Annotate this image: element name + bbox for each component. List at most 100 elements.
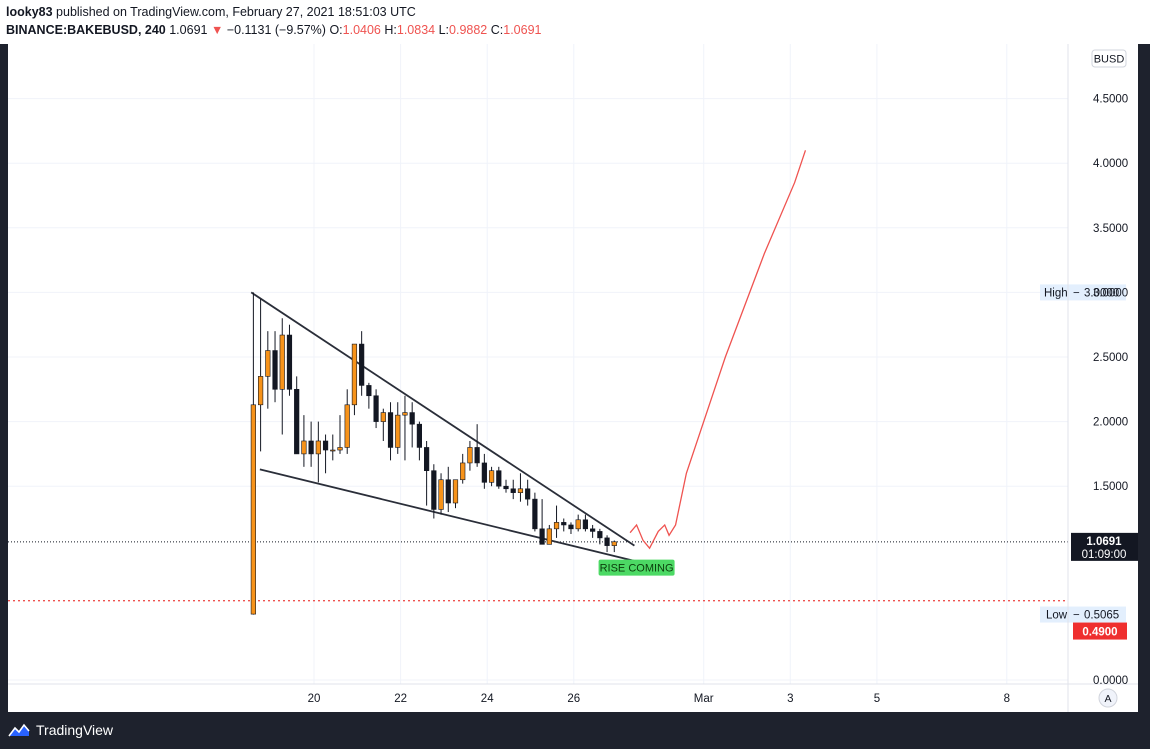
high-tag	[1040, 284, 1126, 301]
candle-body	[424, 447, 430, 471]
candle-body	[286, 334, 293, 390]
candle-body	[380, 412, 386, 422]
candle-body	[561, 522, 567, 526]
y-tick-label: 1.5000	[1093, 481, 1128, 493]
y-tick-label: 4.0000	[1093, 158, 1128, 170]
currency-badge	[1091, 49, 1127, 68]
candle-body	[373, 395, 379, 422]
x-tick-label: 22	[394, 693, 407, 705]
current-price-tag	[1071, 532, 1138, 561]
candle-body	[416, 423, 422, 448]
candle-body	[590, 528, 596, 532]
candle-body	[272, 350, 278, 390]
candle-body	[532, 498, 538, 530]
author-name[interactable]: looky83	[6, 5, 53, 19]
high-value: 1.0834	[396, 23, 436, 37]
candle-body	[409, 412, 415, 425]
annotation-label: RISE COMING	[600, 563, 674, 575]
tradingview-icon	[8, 723, 30, 737]
candle-body	[250, 404, 256, 615]
current-price-value: 1.0691	[1086, 536, 1122, 548]
candle-body	[517, 488, 524, 493]
high-label: H:	[384, 23, 397, 37]
candle-body	[445, 479, 451, 504]
low-value: 0.9882	[449, 23, 488, 37]
close-value: 1.0691	[503, 23, 542, 37]
tradingview-brand: TradingView	[36, 722, 114, 738]
low-value: 0.5065	[1084, 610, 1119, 622]
candle-body	[568, 524, 574, 530]
countdown-value: 01:09:00	[1082, 549, 1127, 561]
x-tick-label: 3	[787, 693, 793, 705]
chart-area[interactable]: 1.0691 01:09:00 High 3.0000− Low −0.5065 0.490…	[8, 44, 1138, 712]
low-dash: −	[1073, 610, 1080, 622]
y-tick-label: 0.0000	[1093, 675, 1128, 687]
candle-body	[402, 412, 408, 416]
candle-body	[488, 470, 495, 483]
candle-body	[387, 412, 394, 448]
down-arrow-icon: ▼	[210, 23, 224, 37]
red-level-tag	[1073, 622, 1127, 640]
upper-trendline	[250, 291, 635, 547]
price-change: −0.1131 (−9.57%)	[226, 23, 326, 37]
candle-body	[597, 531, 603, 539]
candle-body	[315, 440, 321, 455]
x-tick-label: 26	[567, 693, 580, 705]
x-tick-label: 24	[481, 693, 494, 705]
high-value: 3.0000	[1084, 287, 1119, 299]
last-price: 1.0691	[169, 23, 208, 37]
y-tick-label: 3.0000	[1093, 287, 1128, 299]
x-tick-label: 8	[1004, 693, 1010, 705]
high-label: High	[1044, 287, 1068, 299]
y-tick-label: 2.0000	[1093, 417, 1128, 429]
open-label: O:	[329, 23, 343, 37]
candle-body	[265, 350, 271, 377]
projection-line	[629, 150, 807, 550]
red-level-value: 0.4900	[1082, 627, 1117, 639]
annotation-box	[598, 559, 675, 576]
candle-body	[438, 479, 444, 510]
publish-line: looky83 published on TradingView.com, Fe…	[6, 5, 416, 19]
candle-body	[337, 447, 343, 451]
candle-body	[294, 388, 300, 455]
high-dash: −	[1073, 287, 1080, 299]
candle-body	[546, 528, 552, 545]
published-text: published on TradingView.com, February 2…	[56, 5, 416, 19]
candle-body	[474, 447, 480, 464]
x-tick-label: 5	[874, 693, 880, 705]
candle-body	[257, 376, 264, 406]
candle-body	[308, 440, 314, 455]
auto-scale-button	[1098, 688, 1118, 708]
candle-body	[496, 470, 502, 487]
candle-body	[359, 343, 365, 386]
candle-body	[322, 440, 329, 451]
candle-body	[611, 541, 617, 546]
candle-body	[525, 488, 531, 500]
candle-body	[582, 519, 589, 530]
candle-body	[481, 462, 487, 483]
candle-body	[460, 462, 466, 481]
candle-body	[553, 522, 560, 530]
currency-label: BUSD	[1094, 54, 1125, 66]
candle-body	[503, 485, 509, 490]
y-tick-label: 4.5000	[1093, 94, 1128, 106]
candle-body	[510, 488, 516, 493]
chart-header: looky83 published on TradingView.com, Fe…	[0, 0, 1150, 44]
candle-body	[575, 519, 581, 530]
candle-body	[452, 479, 459, 504]
candle-body	[279, 334, 285, 390]
low-tag	[1040, 606, 1126, 623]
trendlines	[250, 291, 655, 567]
candle-body	[604, 537, 610, 546]
auto-scale-label: A	[1104, 693, 1111, 705]
candle-body	[395, 414, 401, 448]
low-label: Low	[1046, 610, 1068, 622]
candle-body	[431, 470, 437, 510]
candle-body	[539, 528, 545, 545]
candle-body	[366, 385, 372, 397]
tradingview-logo[interactable]: TradingView	[8, 722, 113, 738]
y-tick-label: 3.5000	[1093, 223, 1128, 235]
projection: RISE COMING	[598, 150, 807, 576]
